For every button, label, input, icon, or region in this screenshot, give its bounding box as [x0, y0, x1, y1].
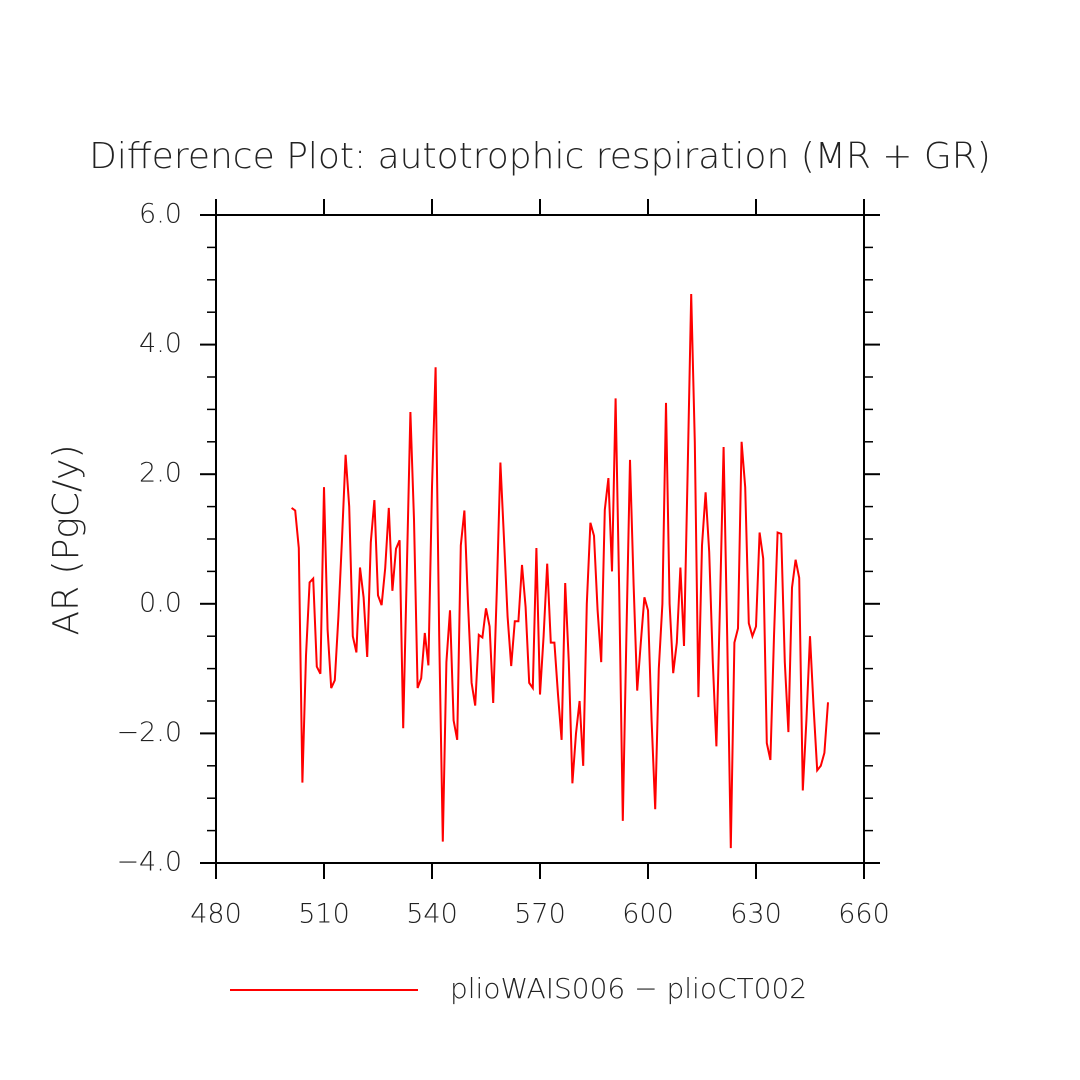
- data-line: [291, 294, 829, 849]
- y-tick-label: 0.0: [139, 587, 182, 618]
- x-tick-label: 510: [298, 899, 350, 930]
- x-tick-label: 540: [406, 899, 458, 930]
- x-tick-label: 570: [514, 899, 566, 930]
- y-tick-label: −2.0: [116, 717, 182, 748]
- y-tick-label: 2.0: [139, 458, 182, 489]
- y-tick-label: 6.0: [139, 199, 182, 230]
- legend-label: plioWAIS006 − plioCT002: [450, 972, 807, 1005]
- x-tick-label: 600: [622, 899, 674, 930]
- plot-frame: [215, 214, 865, 864]
- x-tick-label: 630: [730, 899, 782, 930]
- x-tick-label: 480: [190, 899, 242, 930]
- y-axis-label: AR (PgC/y): [46, 444, 87, 635]
- y-tick-label: −4.0: [116, 847, 182, 878]
- x-tick-label: 660: [838, 899, 890, 930]
- chart-title: Difference Plot: autotrophic respiration…: [89, 136, 991, 177]
- y-tick-label: 4.0: [139, 328, 182, 359]
